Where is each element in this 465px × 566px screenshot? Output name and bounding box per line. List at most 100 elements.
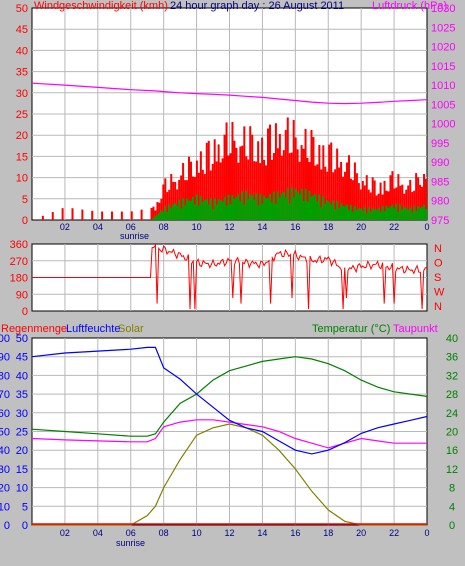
x-tick-label: 14 [257,222,267,232]
humidity-tick-label: 10 [0,501,10,513]
humidity-tick-label: 30 [0,464,10,476]
wind-average-bar [268,194,271,220]
wind-gust-bar [377,193,380,220]
compass-label: O [434,258,443,270]
wind-gust-bar [383,180,386,220]
wind-average-bar [383,211,386,220]
wind-gust-bar [274,123,277,220]
pressure-tick-label: 1005 [431,99,455,111]
x-tick-label: 18 [323,528,333,538]
wind-gust-bar [363,185,366,220]
wind-gust-bar [51,211,54,220]
wind-gust-bar [304,128,307,220]
wind-average-bar [371,208,374,220]
wind-gust-bar [184,180,187,220]
humidity-tick-label: 0 [4,520,10,532]
wind-average-bar [357,208,360,220]
wind-average-bar [316,201,319,220]
wind-gust-bar [268,124,271,220]
wind-gust-bar [314,165,317,220]
wind-gust-bar [213,139,216,220]
temperature-line [31,356,428,437]
wind-average-bar [205,199,208,220]
wind-average-bar [219,200,222,220]
wind-tick-label: 45 [16,24,28,36]
wind-gust-bar [338,167,341,220]
pressure-tick-label: 985 [431,176,449,188]
wind-gust-bar [387,191,390,220]
wind-gust-bar [411,192,414,220]
x-tick-label: 16 [290,528,300,538]
wind-average-bar [367,207,370,220]
wind-gust-bar [229,153,232,220]
wind-gust-bar [223,134,226,220]
wind-gust-bar [265,165,268,220]
wind-gust-bar [318,144,321,220]
wind-average-bar [407,209,410,220]
wind-average-bar [300,188,303,220]
wind-gust-bar [349,178,352,220]
wind-average-bar [203,199,206,220]
wind-gust-bar [282,150,285,220]
wind-gust-bar [203,174,206,220]
pressure-axis-label: Luftdruck (hPa) [372,0,447,12]
wind-gust-bar [284,129,287,220]
x-tick-label: 02 [60,528,70,538]
pressure-tick-label: 990 [431,157,449,169]
rain-tick-label: 45 [16,352,28,364]
wind-gust-bar [322,145,325,220]
wind-average-bar [158,213,161,220]
wind-average-bar [298,194,301,220]
wind-gust-bar [91,210,94,220]
wind-average-bar [389,206,392,220]
wind-average-bar [302,201,305,220]
wind-gust-bar [367,189,370,220]
wind-gust-bar [41,215,44,220]
wind-average-bar [249,194,252,220]
wind-average-bar [334,209,337,220]
temperature-tick-label: 16 [446,445,458,457]
wind-gust-bar [369,192,372,220]
wind-gust-bar [425,178,428,220]
wind-gust-bar [182,163,185,220]
humidity-tick-label: 50 [0,427,10,439]
wind-average-bar [393,208,396,220]
wind-gust-bar [385,190,388,220]
wind-average-bar [241,191,244,220]
wind-gust-bar [334,169,337,220]
temperature-tick-label: 8 [449,483,455,495]
wind-average-bar [296,191,299,220]
wind-average-bar [191,196,194,220]
wind-gust-bar [71,208,74,220]
wind-average-bar [178,199,181,220]
wind-average-bar [318,194,321,220]
wind-gust-bar [154,210,157,220]
x-tick-label: 0 [424,222,429,232]
wind-gust-bar [371,177,374,220]
humidity-tick-label: 70 [0,389,10,401]
wind-gust-bar [130,211,133,220]
wind-gust-bar [263,159,266,220]
rain-tick-label: 20 [16,445,28,457]
wind-gust-bar [188,156,191,220]
wind-average-bar [347,209,350,220]
wind-average-bar [403,207,406,220]
wind-gust-bar [241,145,244,220]
wind-gust-bar [199,151,202,220]
wind-tick-label: 40 [16,45,28,57]
wind-gust-bar [373,180,376,220]
temperature-label: Temperatur (°C) [312,323,390,335]
wind-gust-bar [302,148,305,220]
wind-gust-bar [294,137,297,220]
wind-gust-bar [166,192,169,220]
solar-label: Solar [118,323,144,335]
wind-average-bar [377,207,380,220]
wind-average-bar [263,195,266,220]
wind-gust-bar [423,174,426,220]
wind-average-bar [176,205,179,220]
pressure-line [31,82,428,105]
wind-tick-label: 35 [16,67,28,79]
direction-tick-label: 90 [16,289,28,301]
wind-average-bar [363,207,366,220]
wind-gust-bar [255,161,258,220]
